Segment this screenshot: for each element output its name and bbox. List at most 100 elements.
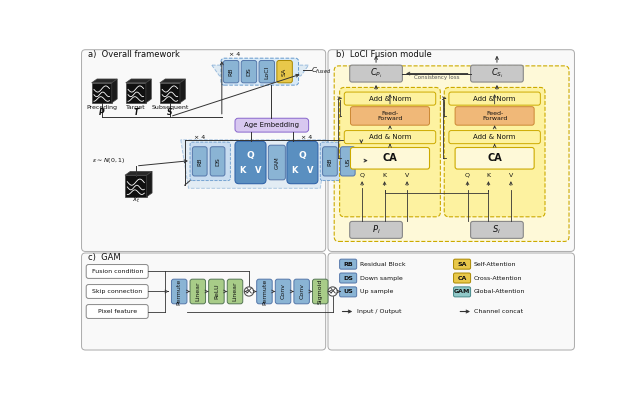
Bar — [92, 83, 112, 103]
Text: Cross-Attention: Cross-Attention — [474, 276, 522, 280]
Text: V: V — [405, 173, 409, 178]
FancyBboxPatch shape — [294, 279, 309, 304]
FancyBboxPatch shape — [470, 65, 524, 82]
Bar — [125, 175, 147, 197]
FancyBboxPatch shape — [86, 265, 148, 278]
FancyBboxPatch shape — [455, 147, 534, 169]
Text: DS: DS — [343, 276, 353, 280]
FancyBboxPatch shape — [328, 253, 575, 350]
Text: Self-Attention: Self-Attention — [474, 261, 516, 267]
Text: Add & Norm: Add & Norm — [474, 96, 516, 102]
Text: CA: CA — [383, 153, 397, 163]
Text: CA: CA — [487, 153, 502, 163]
Text: Linear: Linear — [232, 282, 237, 301]
Text: Linear: Linear — [195, 282, 200, 301]
FancyBboxPatch shape — [227, 279, 243, 304]
Bar — [160, 83, 180, 103]
Text: $C_{fused}$: $C_{fused}$ — [311, 66, 332, 75]
Text: $\varepsilon \sim N(0,1)$: $\varepsilon \sim N(0,1)$ — [92, 156, 125, 165]
Text: Age Embedding: Age Embedding — [244, 122, 299, 128]
FancyBboxPatch shape — [235, 118, 308, 132]
FancyBboxPatch shape — [193, 147, 207, 176]
Text: GAM: GAM — [275, 156, 279, 169]
Text: K: K — [486, 173, 490, 178]
FancyBboxPatch shape — [210, 147, 225, 176]
Text: Channel concat: Channel concat — [474, 309, 524, 314]
Text: $P_i$: $P_i$ — [372, 224, 380, 236]
FancyBboxPatch shape — [268, 145, 285, 180]
FancyBboxPatch shape — [454, 287, 470, 297]
Text: S: S — [167, 108, 173, 117]
FancyBboxPatch shape — [209, 279, 224, 304]
FancyBboxPatch shape — [328, 50, 575, 252]
Text: Residual Block: Residual Block — [360, 261, 405, 267]
FancyBboxPatch shape — [349, 222, 403, 238]
Text: Preceding: Preceding — [86, 105, 117, 110]
Polygon shape — [125, 171, 152, 175]
Text: Add & Norm: Add & Norm — [369, 96, 411, 102]
Text: Pixel feature: Pixel feature — [98, 309, 137, 314]
FancyBboxPatch shape — [351, 147, 429, 169]
FancyBboxPatch shape — [449, 92, 540, 105]
Text: Up sample: Up sample — [360, 290, 393, 294]
Text: b)  LoCI Fusion module: b) LoCI Fusion module — [336, 50, 431, 59]
FancyBboxPatch shape — [454, 259, 470, 269]
Text: K: K — [239, 166, 246, 175]
Text: T: T — [133, 108, 138, 117]
Text: Subsequent: Subsequent — [151, 105, 189, 110]
Text: c)  GAM: c) GAM — [88, 253, 120, 262]
Text: Feed-
Forward: Feed- Forward — [482, 111, 508, 121]
Text: Add & Norm: Add & Norm — [369, 134, 411, 140]
FancyBboxPatch shape — [449, 131, 540, 144]
FancyBboxPatch shape — [340, 87, 440, 217]
FancyBboxPatch shape — [455, 107, 534, 125]
FancyBboxPatch shape — [454, 273, 470, 283]
Text: K: K — [383, 173, 387, 178]
FancyBboxPatch shape — [340, 147, 355, 176]
Text: Feed-
Forward: Feed- Forward — [378, 111, 403, 121]
Text: RB: RB — [343, 261, 353, 267]
Text: RB: RB — [197, 157, 202, 166]
Text: Consistency loss: Consistency loss — [413, 75, 460, 80]
Polygon shape — [112, 79, 117, 103]
Text: RB: RB — [328, 157, 332, 166]
Polygon shape — [92, 79, 117, 83]
Text: × 4: × 4 — [195, 135, 205, 140]
Text: DS: DS — [246, 68, 252, 76]
FancyBboxPatch shape — [470, 222, 524, 238]
FancyBboxPatch shape — [223, 60, 239, 83]
Text: Skip connection: Skip connection — [92, 289, 142, 294]
Text: CA: CA — [458, 276, 467, 280]
FancyBboxPatch shape — [340, 259, 356, 269]
Text: RB: RB — [228, 68, 234, 76]
FancyBboxPatch shape — [444, 87, 545, 217]
Text: LoCI: LoCI — [264, 65, 269, 79]
FancyBboxPatch shape — [172, 279, 187, 304]
Text: ×: × — [245, 286, 253, 297]
FancyBboxPatch shape — [86, 305, 148, 318]
Text: V: V — [307, 166, 314, 175]
Text: Add & Norm: Add & Norm — [474, 134, 516, 140]
Text: ReLU: ReLU — [214, 284, 219, 299]
FancyBboxPatch shape — [259, 60, 275, 83]
Text: SA: SA — [458, 261, 467, 267]
Text: Conv: Conv — [280, 284, 285, 299]
Text: GAM: GAM — [454, 290, 470, 294]
Text: Global-Attention: Global-Attention — [474, 290, 525, 294]
Text: US: US — [345, 157, 350, 166]
Polygon shape — [125, 79, 151, 83]
Text: ×: × — [328, 286, 337, 297]
FancyBboxPatch shape — [351, 107, 429, 125]
Text: SA: SA — [282, 68, 287, 76]
Circle shape — [328, 287, 337, 296]
Text: × 4: × 4 — [301, 135, 313, 140]
Polygon shape — [160, 79, 186, 83]
FancyBboxPatch shape — [287, 141, 318, 184]
FancyBboxPatch shape — [257, 279, 272, 304]
Polygon shape — [180, 140, 328, 188]
Text: $x_t$: $x_t$ — [132, 196, 140, 205]
Text: V: V — [509, 173, 513, 178]
Text: Q: Q — [360, 173, 365, 178]
Text: Permute: Permute — [177, 278, 182, 305]
FancyBboxPatch shape — [340, 273, 356, 283]
